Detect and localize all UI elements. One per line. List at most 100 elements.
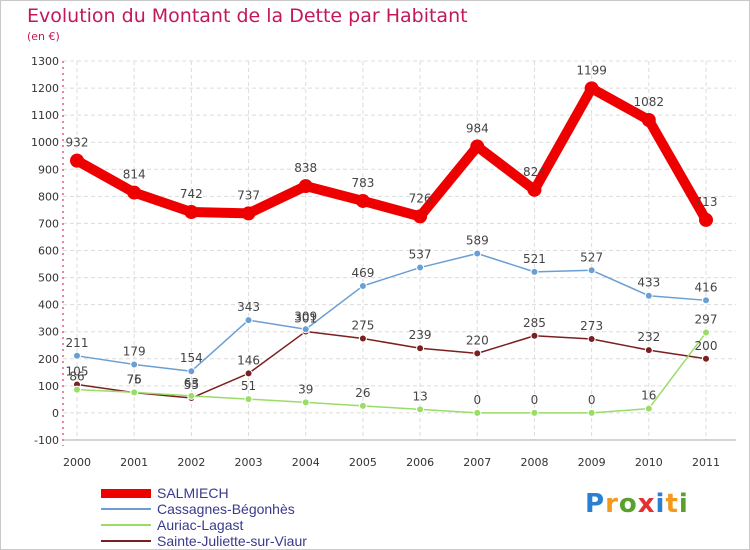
data-label: 146 xyxy=(237,353,260,367)
y-tick-label: 500 xyxy=(38,272,59,285)
data-point xyxy=(355,193,370,208)
x-tick-label: 2009 xyxy=(578,456,606,469)
y-tick-label: 800 xyxy=(38,190,59,203)
series-1 xyxy=(73,249,710,376)
data-label: 726 xyxy=(409,191,432,205)
data-label: 469 xyxy=(351,266,374,280)
brand-letter: i xyxy=(655,489,666,519)
x-tick-label: 2007 xyxy=(463,456,491,469)
data-point xyxy=(702,328,710,337)
data-point xyxy=(530,331,539,340)
data-label: 220 xyxy=(466,333,489,347)
series-0 xyxy=(70,81,713,227)
data-point xyxy=(416,405,425,414)
y-tick-label: 700 xyxy=(38,217,59,230)
data-point xyxy=(73,351,81,360)
data-label: 51 xyxy=(241,379,256,393)
data-point xyxy=(358,334,367,343)
data-label: 984 xyxy=(466,122,489,136)
data-label: 1199 xyxy=(576,63,607,77)
data-label: 154 xyxy=(180,351,203,365)
brand-letter: o xyxy=(618,489,638,519)
y-tick-label: 400 xyxy=(38,299,59,312)
data-point xyxy=(301,325,310,334)
y-tick-label: 1000 xyxy=(31,136,59,149)
data-label: 285 xyxy=(523,316,546,330)
data-point xyxy=(416,344,425,353)
data-label: 737 xyxy=(237,188,260,202)
data-label: 63 xyxy=(184,376,199,390)
x-tick-label: 2006 xyxy=(406,456,434,469)
data-label: 814 xyxy=(123,168,146,182)
legend-swatch xyxy=(101,508,151,510)
series-line xyxy=(76,331,707,414)
data-label: 86 xyxy=(69,370,84,384)
series-2 xyxy=(73,328,710,417)
data-point xyxy=(73,385,81,394)
data-point xyxy=(241,206,256,221)
series-line xyxy=(76,252,707,372)
data-point xyxy=(470,139,485,154)
data-point xyxy=(641,113,656,128)
data-point xyxy=(130,388,139,397)
data-label: 39 xyxy=(298,382,313,396)
y-tick-label: 600 xyxy=(38,245,59,258)
data-label: 824 xyxy=(523,165,546,179)
series-3 xyxy=(73,327,710,403)
y-tick-label: 1100 xyxy=(31,109,59,122)
data-label: 0 xyxy=(473,393,481,407)
data-point xyxy=(473,349,482,358)
data-label: 589 xyxy=(466,233,489,247)
data-label: 273 xyxy=(580,319,603,333)
data-point xyxy=(413,209,428,224)
legend-swatch xyxy=(101,488,151,498)
data-point xyxy=(473,249,482,258)
data-label: 76 xyxy=(127,372,142,386)
series-layer xyxy=(70,81,713,417)
data-label: 0 xyxy=(588,393,596,407)
data-point xyxy=(187,391,196,400)
x-tick-label: 2003 xyxy=(235,456,263,469)
data-label: 179 xyxy=(123,344,146,358)
y-tick-label: -100 xyxy=(34,434,59,447)
data-point xyxy=(644,346,653,355)
data-point xyxy=(587,335,596,344)
data-point xyxy=(298,179,313,194)
x-tick-label: 2002 xyxy=(177,456,205,469)
data-point xyxy=(187,367,196,376)
data-point xyxy=(70,153,84,168)
legend-label: Auriac-Lagast xyxy=(157,517,244,533)
brand-letter: t xyxy=(665,489,679,519)
series-line xyxy=(72,83,711,225)
data-point xyxy=(584,81,599,96)
data-label-layer: 105 75 55 146 301 275 239 220 285 273 232 200 86 76 63… xyxy=(66,63,718,407)
data-point xyxy=(702,354,710,363)
legend-label: Sainte-Juliette-sur-Viaur xyxy=(157,533,307,549)
y-tick-label: 200 xyxy=(38,353,59,366)
data-point xyxy=(530,267,539,276)
data-label: 275 xyxy=(351,318,374,332)
data-label: 713 xyxy=(695,195,718,209)
data-point xyxy=(416,263,425,272)
data-point xyxy=(527,182,542,197)
data-label: 1082 xyxy=(634,95,665,109)
data-point xyxy=(184,205,199,220)
data-label: 521 xyxy=(523,252,546,266)
data-point xyxy=(244,316,253,325)
y-tick-label: 1300 xyxy=(31,55,59,68)
brand-letter: r xyxy=(605,489,619,519)
legend-label: Cassagnes-Bégonhès xyxy=(157,501,295,517)
x-tick-label: 2004 xyxy=(292,456,320,469)
data-point xyxy=(301,398,310,407)
data-point xyxy=(473,408,482,417)
data-point xyxy=(358,281,367,290)
data-label: 105 xyxy=(66,365,89,379)
data-label: 13 xyxy=(412,389,427,403)
y-tick-label: 0 xyxy=(52,407,59,420)
data-point xyxy=(644,404,653,413)
legend-swatch xyxy=(101,540,151,542)
data-label: 297 xyxy=(695,313,718,327)
data-label: 416 xyxy=(695,280,718,294)
